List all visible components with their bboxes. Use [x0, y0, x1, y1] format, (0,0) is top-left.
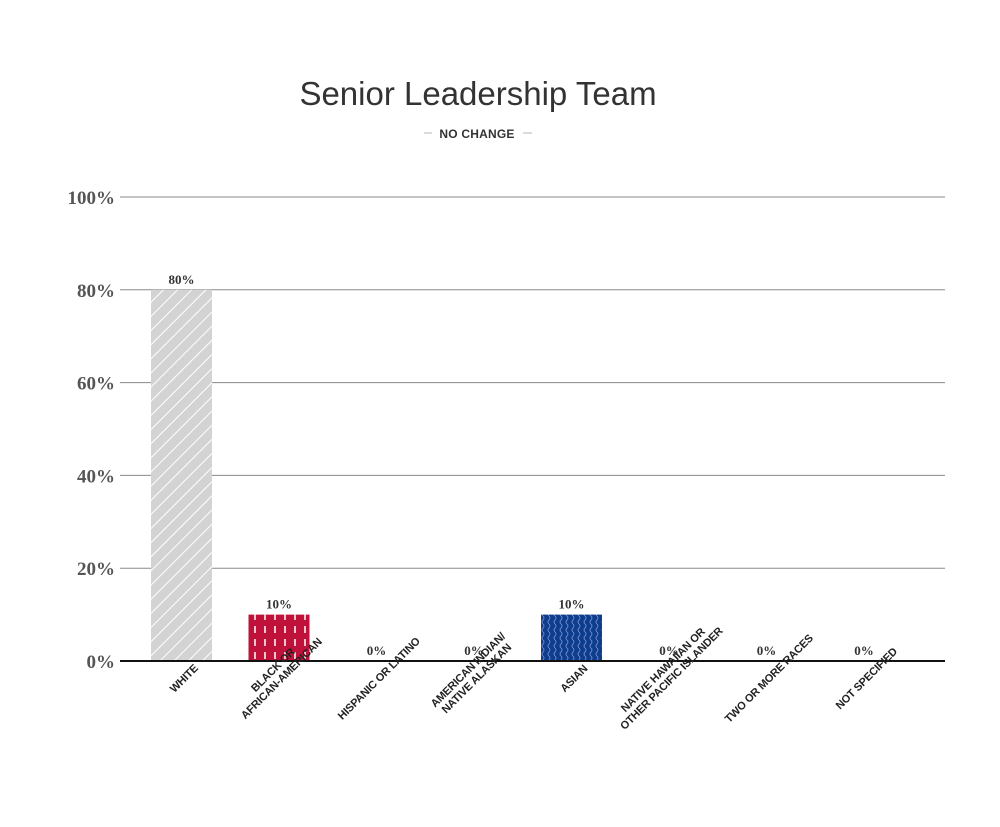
chart-subtitle: NO CHANGE: [439, 127, 514, 141]
bar-4: [541, 614, 602, 661]
y-tick-label: 0%: [87, 652, 116, 673]
y-axis-ticks: 0% 20% 40% 60% 80% 100%: [68, 188, 116, 673]
x-tick-label: NATIVE HAWAIIAN OROTHER PACIFIC ISLANDER: [610, 617, 726, 733]
x-tick-label-line: NATIVE HAWAIIAN OR: [619, 626, 708, 715]
y-tick-label: 60%: [77, 374, 115, 395]
data-label: 0%: [659, 643, 679, 658]
y-tick-label: 40%: [77, 466, 115, 487]
x-tick-label: WHITE: [168, 662, 201, 695]
data-label: 0%: [757, 643, 777, 658]
gridlines: [120, 196, 945, 569]
x-tick-label-line: ASIAN: [558, 663, 590, 695]
chart-title: Senior Leadership Team: [299, 75, 656, 112]
data-label: 0%: [367, 643, 387, 658]
x-tick-label-line: OTHER PACIFIC ISLANDER: [618, 625, 725, 732]
y-tick-label: 80%: [77, 281, 115, 302]
data-label: 10%: [266, 597, 292, 612]
data-label: 10%: [559, 597, 585, 612]
y-tick-label: 100%: [68, 188, 116, 209]
x-tick-label-line: WHITE: [168, 662, 201, 695]
data-labels: 80% 10% 0% 0% 10% 0% 0% 0%: [169, 272, 874, 658]
data-label: 80%: [169, 272, 195, 287]
x-tick-label: ASIAN: [558, 663, 590, 695]
bar-0: [151, 289, 212, 661]
y-tick-label: 20%: [77, 559, 115, 580]
bars: [151, 289, 602, 661]
data-label: 0%: [464, 643, 484, 658]
bar-1: [248, 614, 310, 661]
data-label: 0%: [854, 643, 874, 658]
